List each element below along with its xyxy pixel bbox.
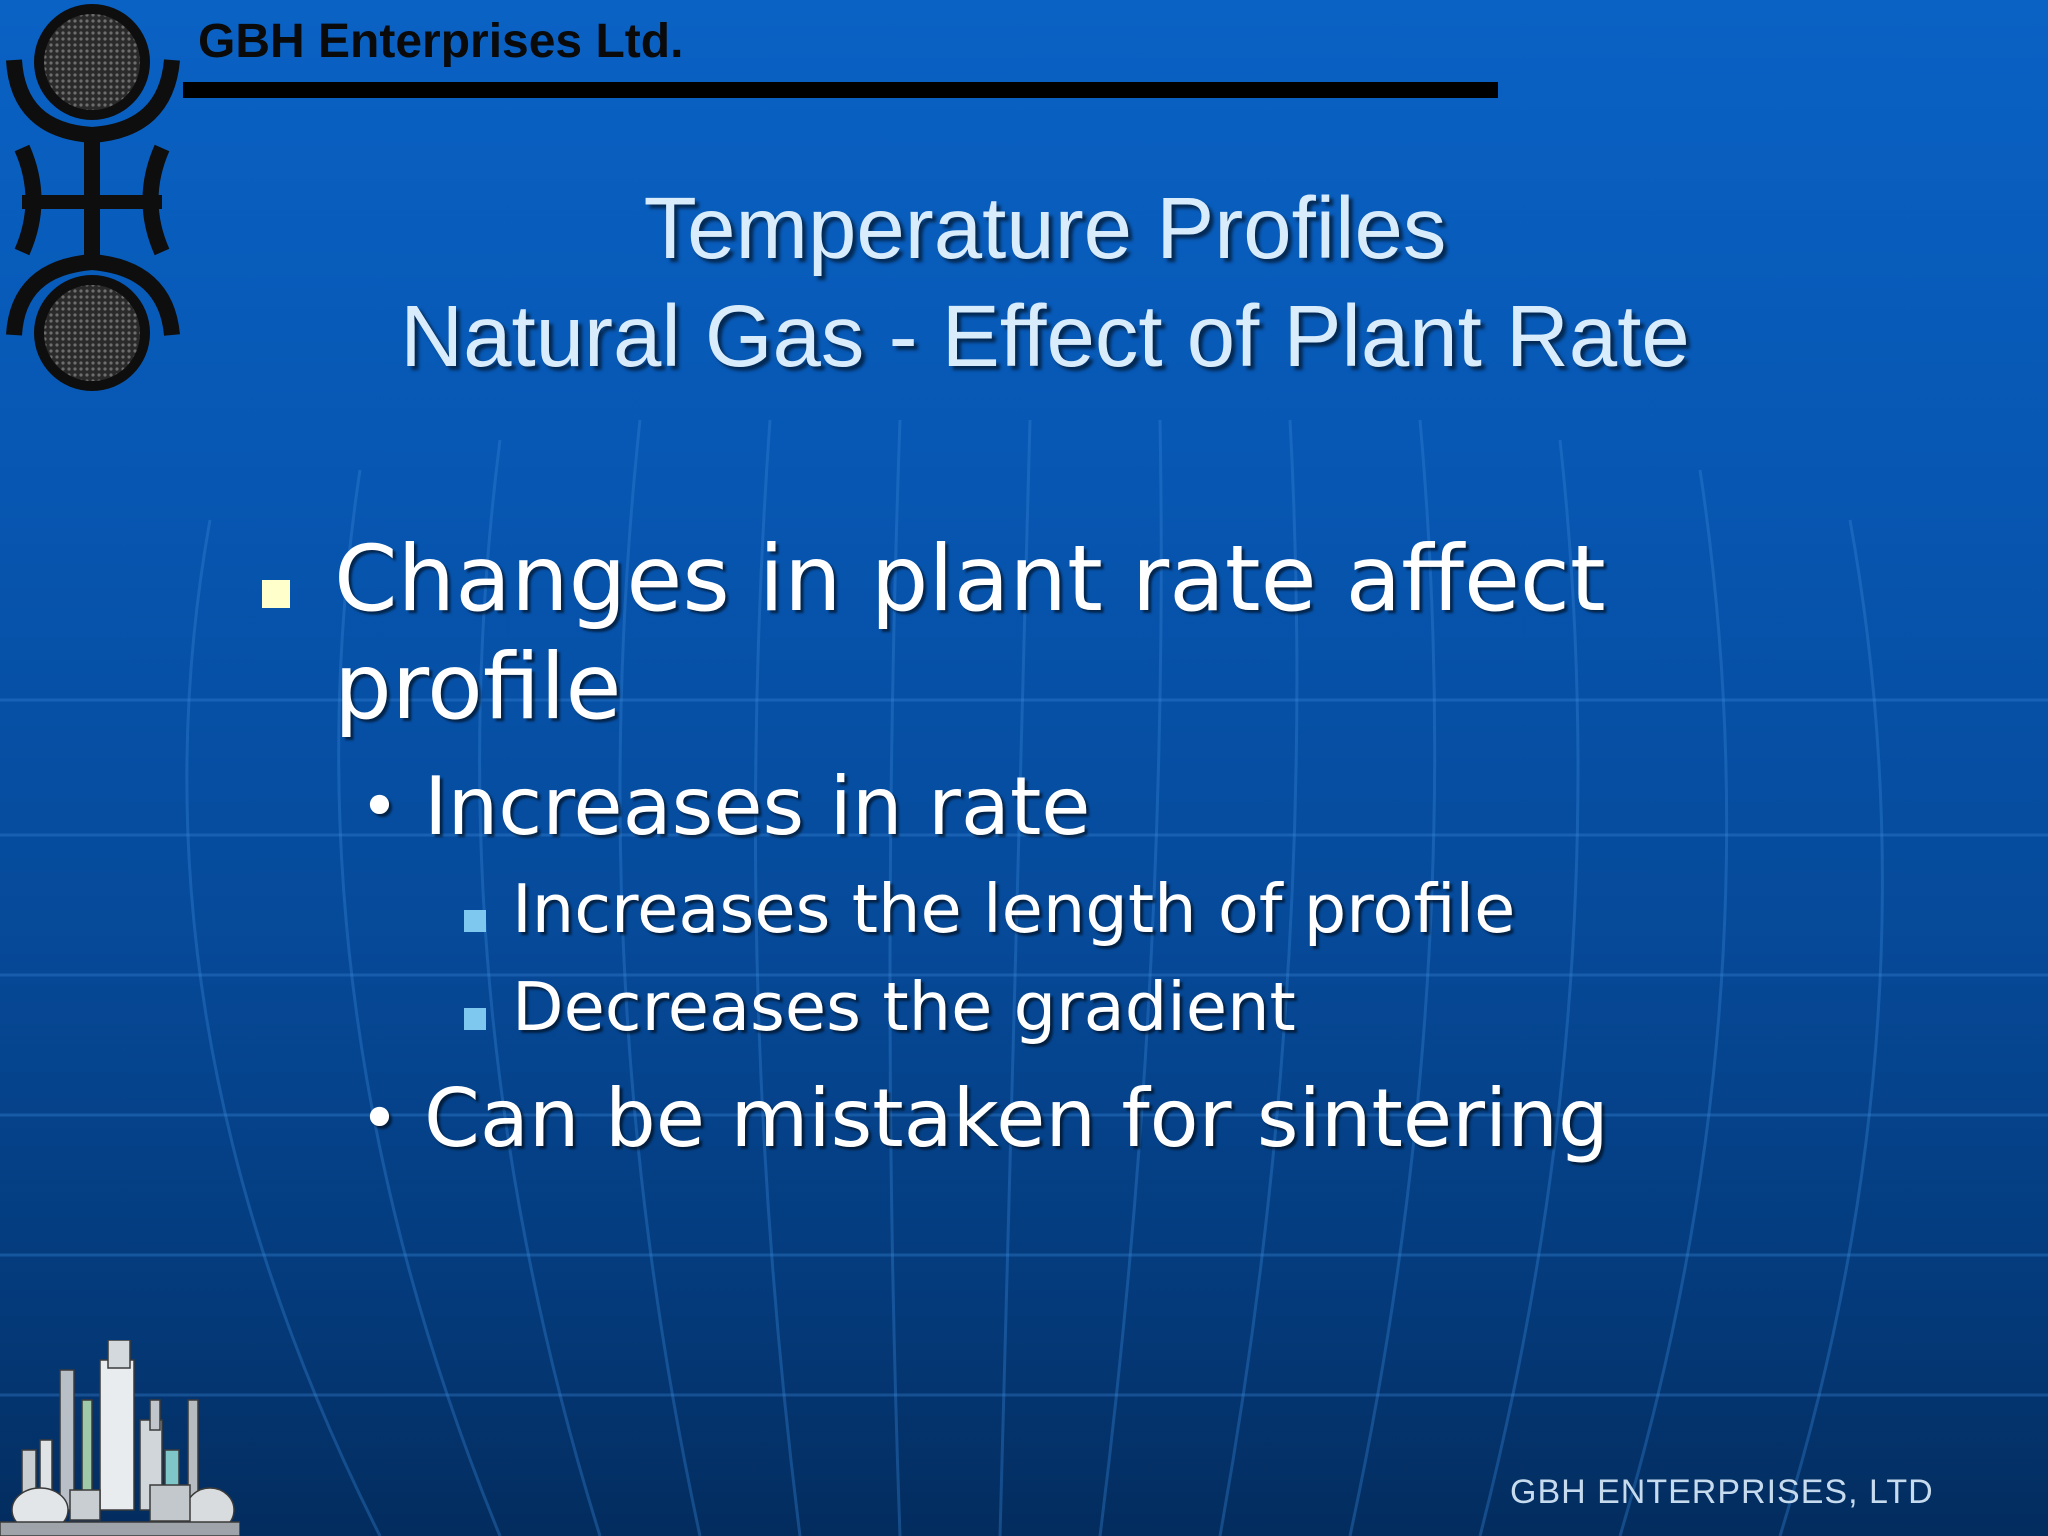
dot-bullet-icon: • [360,1080,399,1157]
bullet-sub-1-item-1: Increases the length of profile [512,870,1516,948]
bullet-main: Changes in plant rate affect profile [334,526,1606,742]
small-square-bullet-icon [464,1008,486,1030]
slide-title: Temperature Profiles Natural Gas - Effec… [260,175,1830,391]
title-line-2: Natural Gas - Effect of Plant Rate [400,288,1690,385]
bullet-sub-2: Can be mistaken for sintering [424,1072,1609,1165]
footer-company-name: GBH ENTERPRISES, LTD [1510,1473,1934,1511]
company-name: GBH Enterprises Ltd. [198,15,684,68]
title-line-1: Temperature Profiles [643,180,1447,277]
bullet-main-line-2: profile [334,635,622,740]
gbh-logo-icon [6,4,180,391]
dot-bullet-icon: • [360,768,399,845]
header-divider [183,82,1498,98]
square-bullet-icon [262,580,290,608]
industrial-plant-icon [0,1340,240,1536]
bullet-main-line-1: Changes in plant rate affect [334,527,1606,632]
bullet-sub-1: Increases in rate [424,760,1091,853]
bullet-sub-1-item-2: Decreases the gradient [512,968,1296,1046]
small-square-bullet-icon [464,910,486,932]
